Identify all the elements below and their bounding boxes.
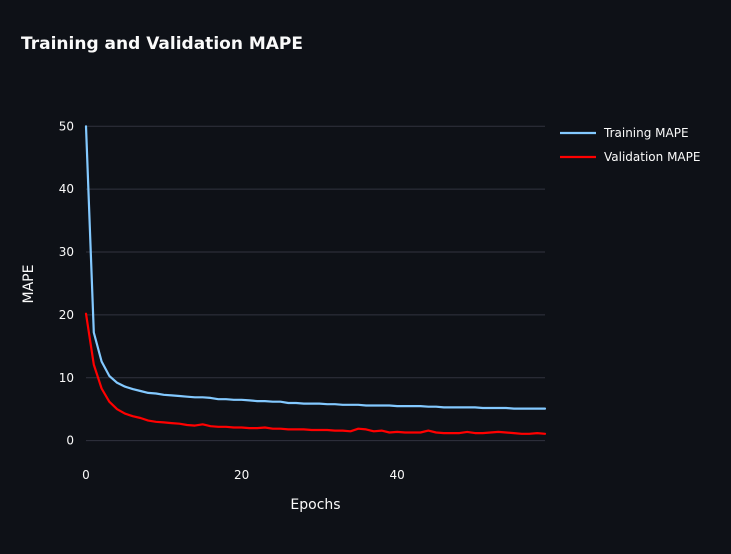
series-line-validation-mape bbox=[84, 312, 547, 435]
x-tick-label-20: 20 bbox=[234, 468, 249, 482]
y-axis-title: MAPE bbox=[21, 265, 37, 304]
legend-label-training-mape: Training MAPE bbox=[603, 126, 689, 140]
y-tick-label-10: 10 bbox=[59, 371, 74, 385]
y-tick-label-50: 50 bbox=[59, 119, 74, 133]
x-tick-label-40: 40 bbox=[390, 468, 405, 482]
chart-title: Training and Validation MAPE bbox=[21, 34, 303, 54]
y-tick-label-20: 20 bbox=[59, 308, 74, 322]
series-line-training-mape bbox=[84, 125, 547, 410]
y-tick-label-0: 0 bbox=[66, 434, 74, 448]
legend-label-validation-mape: Validation MAPE bbox=[604, 150, 700, 164]
x-tick-label-0: 0 bbox=[82, 468, 90, 482]
y-tick-label-40: 40 bbox=[59, 182, 74, 196]
x-axis-title: Epochs bbox=[290, 497, 340, 513]
y-tick-label-30: 30 bbox=[59, 245, 74, 259]
